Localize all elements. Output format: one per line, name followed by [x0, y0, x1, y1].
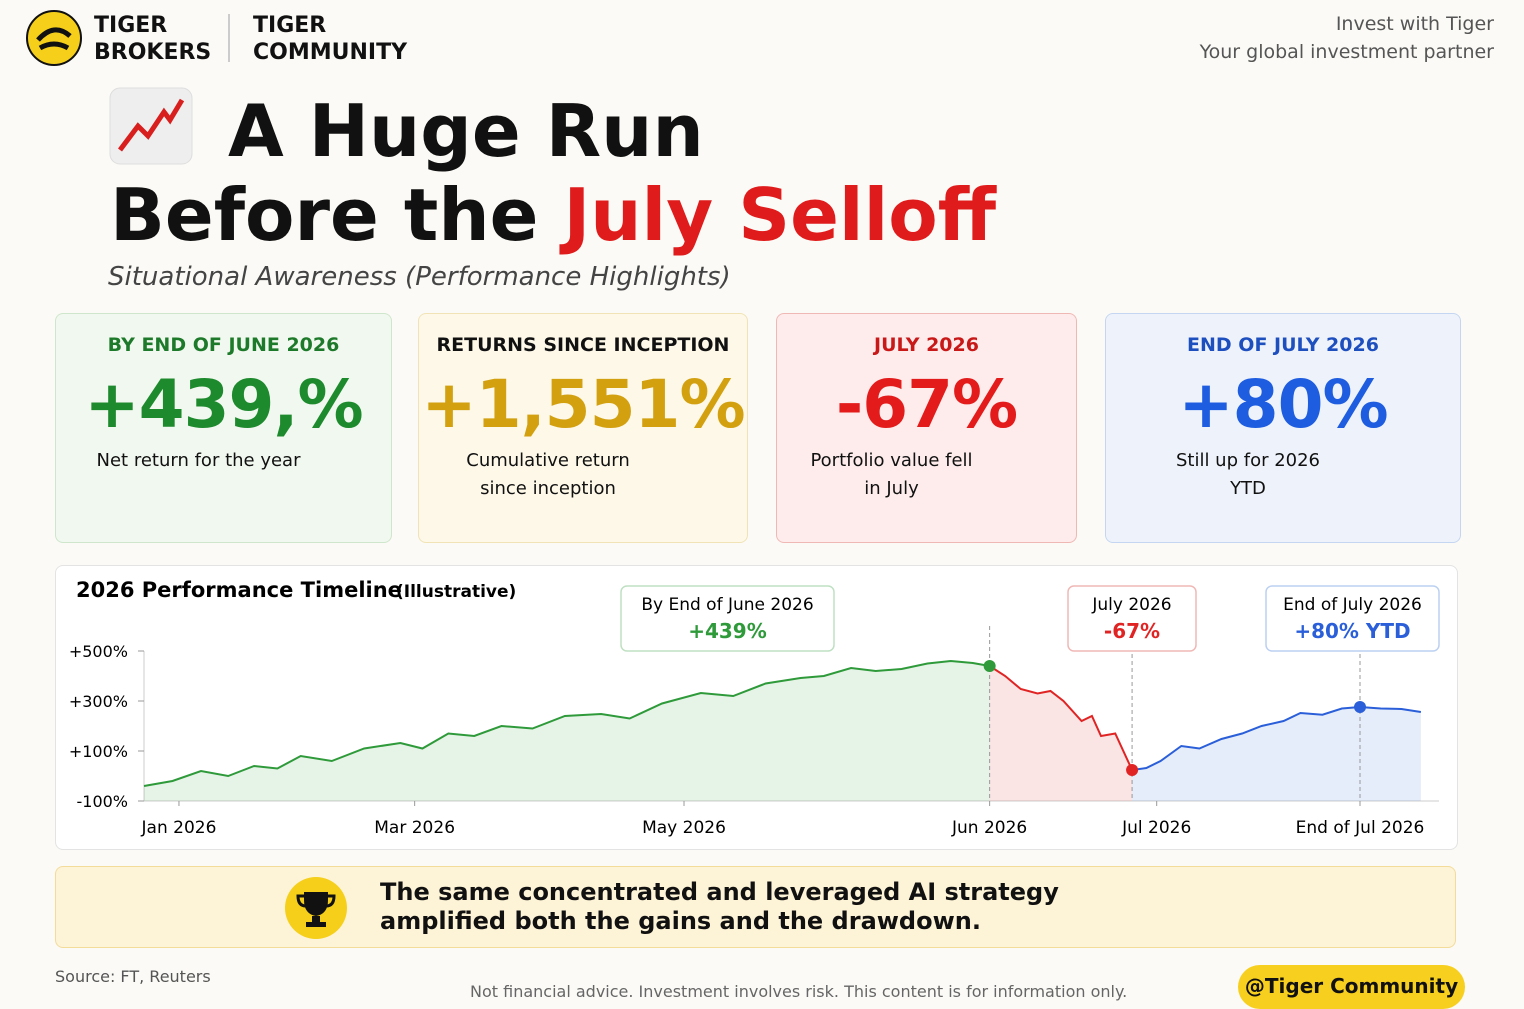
divider [228, 14, 230, 62]
banner-line: amplified both the gains and the drawdow… [380, 907, 981, 935]
callout [620, 585, 835, 652]
chart-subtitle: (Illustrative) [396, 582, 516, 602]
disclaimer: Not financial advice. Investment involve… [470, 982, 1128, 1001]
description-line: Still up for 2026 [1175, 450, 1321, 471]
y-tick-label: +300% [69, 692, 128, 711]
banner-text: The same concentrated and leveraged AI s… [380, 878, 1059, 936]
y-tick-label: +100% [69, 742, 128, 761]
x-tick-label: Jul 2026 [1121, 818, 1191, 838]
trophy-icon [285, 877, 347, 939]
community: TIGER COMMUNITY [253, 12, 407, 66]
card: END OF JULY 2026 +80% Still up for 2026 YTD [1105, 313, 1461, 543]
callout-value: +439% [688, 619, 767, 643]
card-value: +1,551% [421, 366, 745, 443]
source: Source: FT, Reuters [55, 967, 211, 986]
card: JULY 2026 -67% Portfolio value fell in July [776, 313, 1077, 543]
x-tick-label: Mar 2026 [374, 818, 455, 838]
y-tick-label: +500% [69, 642, 128, 661]
card-label: END OF JULY 2026 [1187, 334, 1379, 356]
card-description: Still up for 2026 YTD [1106, 447, 1390, 503]
description-line: Net return for the year [96, 450, 301, 471]
callout [1067, 585, 1197, 652]
chart-title: 2026 Performance Timeline [76, 578, 402, 602]
title: Before the July Selloff [110, 172, 996, 258]
card-description: Cumulative return since inception [419, 447, 677, 503]
card: BY END OF JUNE 2026 +439,% Net return for … [55, 313, 392, 543]
card-value: +80% [1178, 366, 1388, 443]
callout [1265, 585, 1440, 652]
handle: @Tiger Community [1238, 965, 1465, 1009]
card-value: -67% [835, 366, 1018, 443]
callout-value: +80% YTD [1294, 619, 1410, 643]
callout-title: By End of June 2026 [641, 595, 813, 615]
title: A Huge Run [228, 89, 704, 173]
community-text: TIGER [253, 13, 327, 38]
tagline: Invest with Tiger Your global investment … [1200, 10, 1494, 66]
brand: TIGER BROKERS [94, 12, 211, 66]
subtitle: Situational Awareness (Performance Highl… [108, 262, 731, 292]
area [144, 661, 990, 801]
description-line: since inception [480, 478, 616, 499]
description-line: Cumulative return [466, 450, 630, 471]
logo [26, 10, 82, 66]
card-label: JULY 2026 [874, 334, 979, 356]
card-description: Net return for the year [56, 447, 341, 475]
card-label: BY END OF JUNE 2026 [107, 334, 340, 356]
callout-title: July 2026 [1091, 595, 1171, 615]
description-line: Portfolio value fell [810, 450, 973, 471]
marker [983, 660, 996, 672]
banner-line: The same concentrated and leveraged AI s… [380, 878, 1059, 906]
description-line: in July [864, 478, 919, 499]
callout-title: End of July 2026 [1283, 595, 1422, 615]
tagline-text: Your global investment partner [1199, 41, 1494, 63]
brand-text: TIGER [94, 13, 168, 38]
area [989, 666, 1133, 801]
title-icon [109, 87, 193, 165]
x-tick-label: End of Jul 2026 [1296, 818, 1425, 838]
x-tick-label: May 2026 [642, 818, 726, 838]
callout-value: -67% [1104, 619, 1160, 643]
line [989, 665, 1133, 771]
y-tick-label: -100% [76, 792, 128, 811]
brand-text: BROKERS [94, 40, 212, 65]
community-text: COMMUNITY [253, 40, 408, 65]
line [1131, 705, 1422, 771]
x-tick-label: Jun 2026 [951, 818, 1027, 838]
chart: 2026 Performance Timeline (Illustrative)… [55, 565, 1458, 850]
marker [1126, 764, 1139, 776]
title-highlight: July Selloff [563, 173, 997, 257]
line [143, 659, 990, 787]
x-tick-label: Jan 2026 [141, 818, 217, 838]
tagline-text: Invest with Tiger [1335, 13, 1494, 35]
description-line: YTD [1230, 478, 1266, 499]
card-value: +439,% [84, 366, 363, 443]
title-text: Before the [110, 173, 539, 257]
card: RETURNS SINCE INCEPTION +1,551% Cumulative… [418, 313, 748, 543]
card-description: Portfolio value fell in July [777, 447, 1006, 503]
card-label: RETURNS SINCE INCEPTION [436, 334, 730, 356]
area [1132, 707, 1421, 801]
marker [1354, 701, 1367, 713]
